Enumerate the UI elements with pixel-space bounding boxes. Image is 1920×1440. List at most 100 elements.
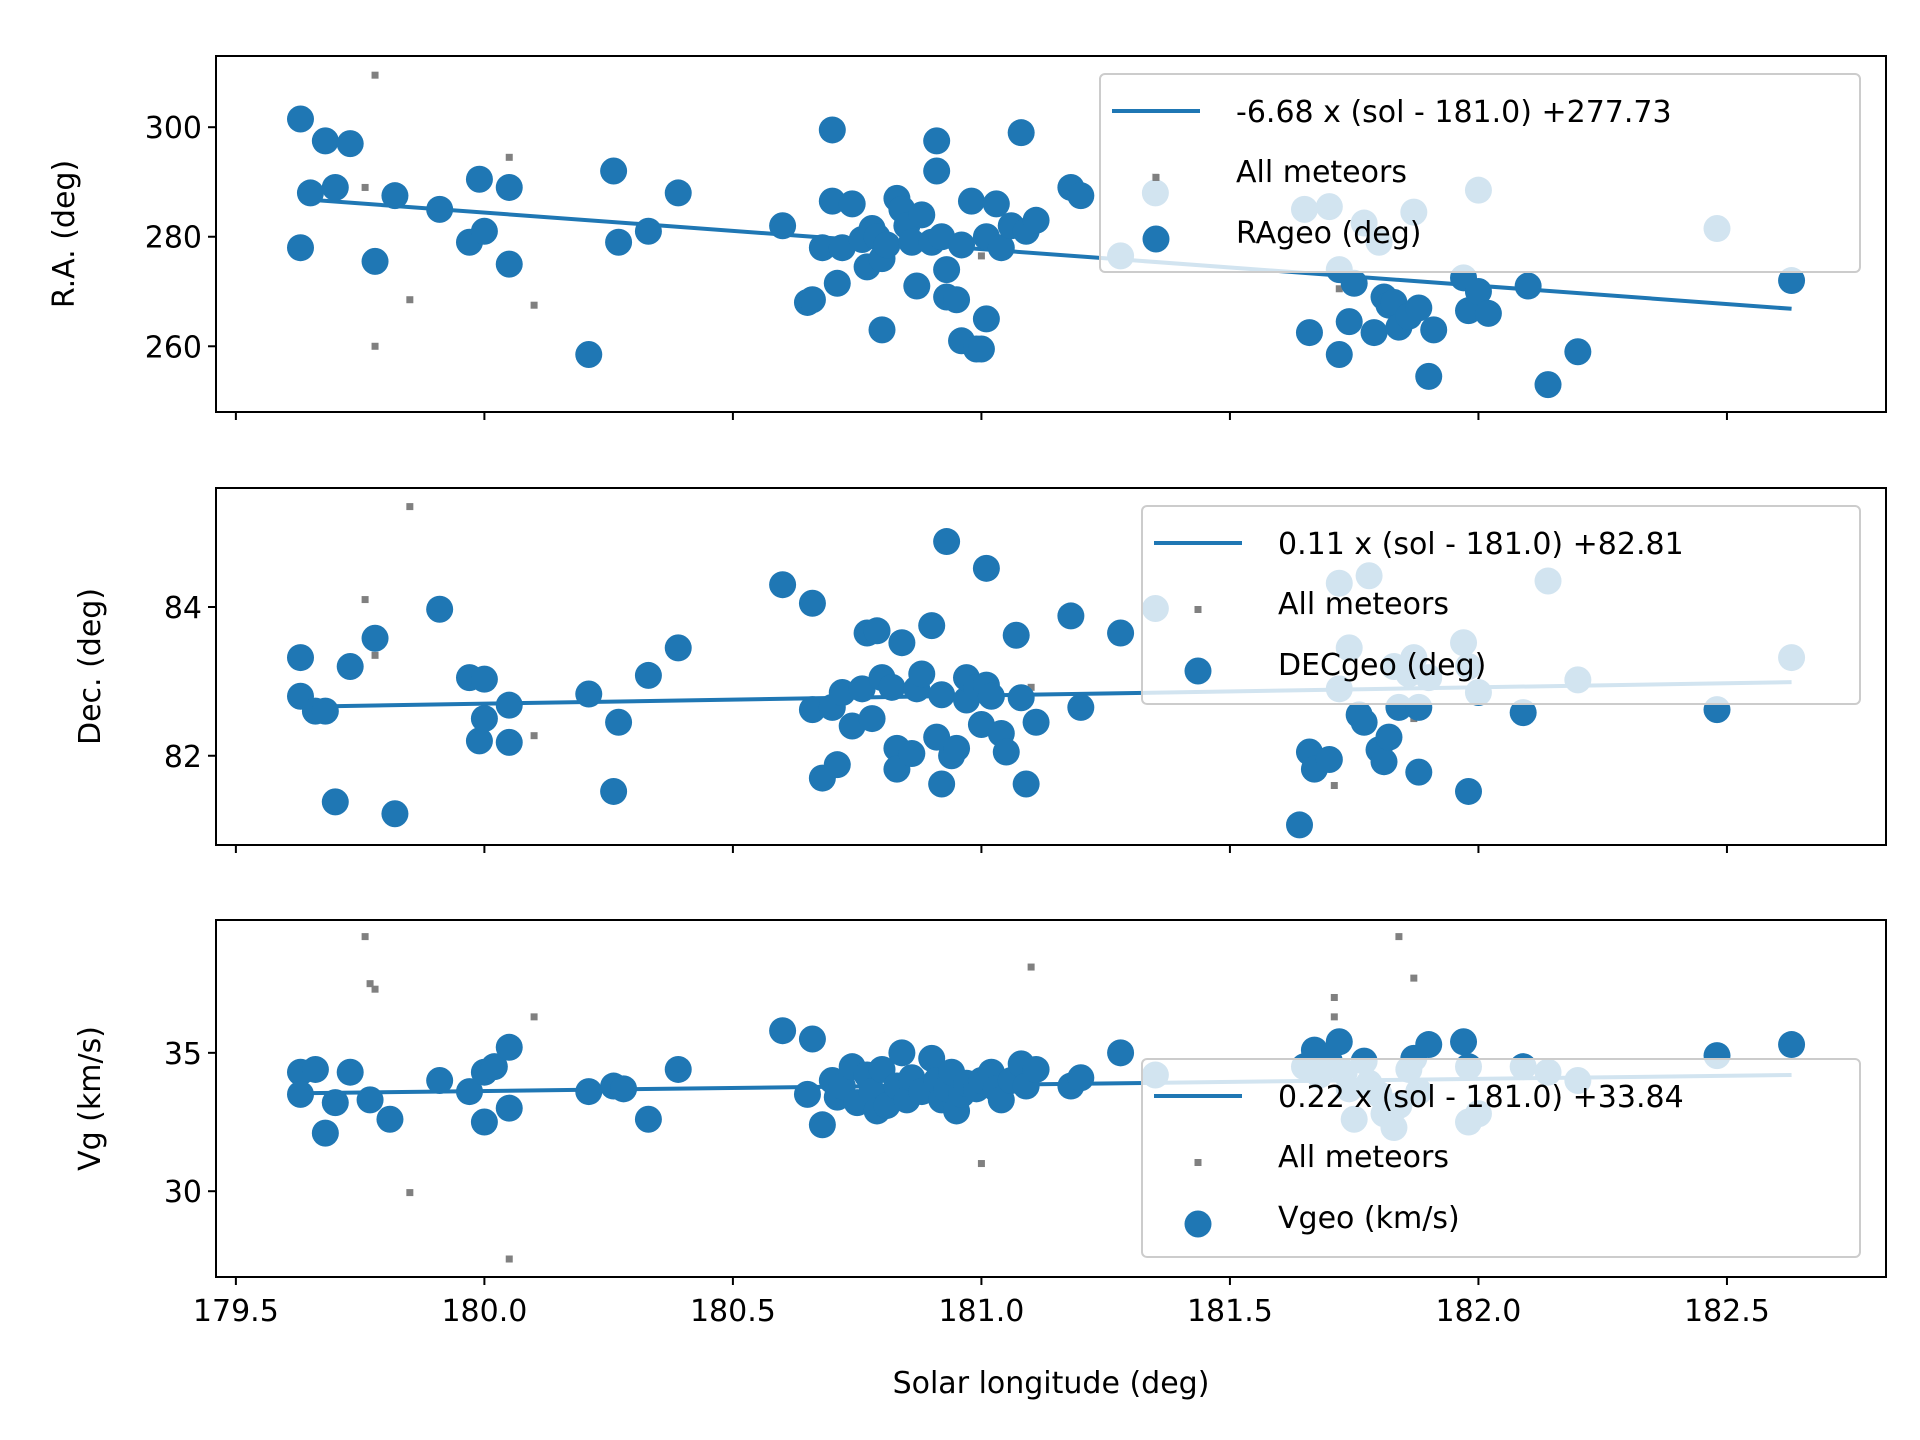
data-point [1286,811,1314,839]
data-point [1022,206,1050,234]
all-meteor-point [1330,782,1338,789]
panel-2: 82 84 Dec. (deg) 0.11 x (sol - 181.0) +82.8… [73,487,1887,853]
all-meteor-point [977,1160,985,1168]
y-tick-label: 260 [145,330,202,365]
data-point [311,697,339,725]
data-point [868,316,896,344]
data-point [465,165,493,193]
legend-all-swatch [1194,1159,1202,1166]
data-point [1464,278,1492,306]
data-point [1057,602,1085,630]
all-meteor-point [505,1255,513,1263]
data-point [1325,1028,1353,1056]
data-point [1514,272,1542,300]
data-point [928,770,956,798]
axes-frame [215,919,1887,1278]
data-point [575,1078,603,1106]
data-point [605,228,633,256]
data-point [336,130,364,158]
legend-frame [1141,505,1861,705]
y-tick-label: 300 [145,111,202,146]
legend-series-swatch [1184,657,1212,685]
data-point [1415,362,1443,390]
data-point [1420,316,1448,344]
data-point [943,734,971,762]
data-point [381,182,409,210]
data-point [818,116,846,144]
data-point [376,1105,404,1133]
y-tick-label: 82 [164,740,202,775]
data-point [982,190,1010,218]
y-tick-label: 84 [164,591,202,626]
data-point [336,653,364,680]
all-meteor-point [505,153,513,161]
data-point [321,788,349,816]
legend-all-label: All meteors [1278,587,1449,622]
data-point [634,661,662,689]
data-point [1067,182,1095,210]
x-tick-label: 180.5 [690,1294,776,1329]
data-point [426,1067,454,1095]
data-point [903,272,931,300]
data-point [888,629,916,657]
x-tick-label: 180.0 [441,1294,527,1329]
data-point [769,571,797,599]
data-point [1067,1064,1095,1092]
data-point [495,1094,523,1122]
data-point [600,157,628,185]
legend-frame [1141,1058,1861,1258]
data-point [798,696,826,724]
data-point [286,234,314,262]
data-point [948,231,976,259]
data-point [823,751,851,779]
data-point [610,1075,638,1103]
data-point [1405,294,1433,322]
data-point [495,250,523,278]
data-point [923,127,951,155]
axes-frame [215,55,1887,413]
data-point [798,1025,826,1053]
data-point [793,1080,821,1108]
data-point [575,340,603,368]
legend: 0.11 x (sol - 181.0) +82.81 All meteors DE… [1141,505,1861,705]
legend-fit-label: -6.68 x (sol - 181.0) +277.73 [1236,95,1672,130]
legend: 0.22 x (sol - 181.0) +33.84 All meteors Vg… [1141,1058,1861,1258]
all-meteor-point [371,985,379,993]
data-point [818,187,846,215]
x-axis-label: Solar longitude (deg) [893,1366,1210,1401]
data-point [1415,1031,1443,1059]
legend-frame [1099,73,1861,273]
data-point [1370,748,1398,776]
all-meteor-point [361,596,369,604]
legend-all-label: All meteors [1278,1140,1449,1175]
data-point [1007,119,1035,147]
y-axis-label: Dec. (deg) [73,588,108,745]
data-point [286,105,314,133]
data-point [1360,319,1388,347]
data-point [1455,777,1482,805]
data-point [923,723,951,751]
data-point [1315,745,1343,773]
data-point [1067,693,1095,721]
data-point [987,234,1015,262]
x-tick-label: 182.0 [1435,1294,1521,1329]
all-meteor-point [371,71,379,79]
data-point [918,612,946,640]
data-point [878,673,906,701]
data-point [361,247,389,275]
data-point [361,624,389,652]
legend-series-label: DECgeo (deg) [1278,648,1486,683]
data-point [480,1053,508,1081]
data-point [769,212,797,240]
data-point [301,1055,329,1083]
data-point [286,1080,314,1108]
data-point [1564,338,1592,366]
data-point [1375,723,1403,751]
panel-1: 260 280 300 R.A. (deg) -6.68 x (sol - 181.0)… [47,55,1887,420]
data-point [634,1105,662,1133]
all-meteor-point [1410,974,1418,982]
legend-all-swatch [1152,174,1160,181]
data-point [1509,699,1537,727]
data-point [664,634,692,662]
